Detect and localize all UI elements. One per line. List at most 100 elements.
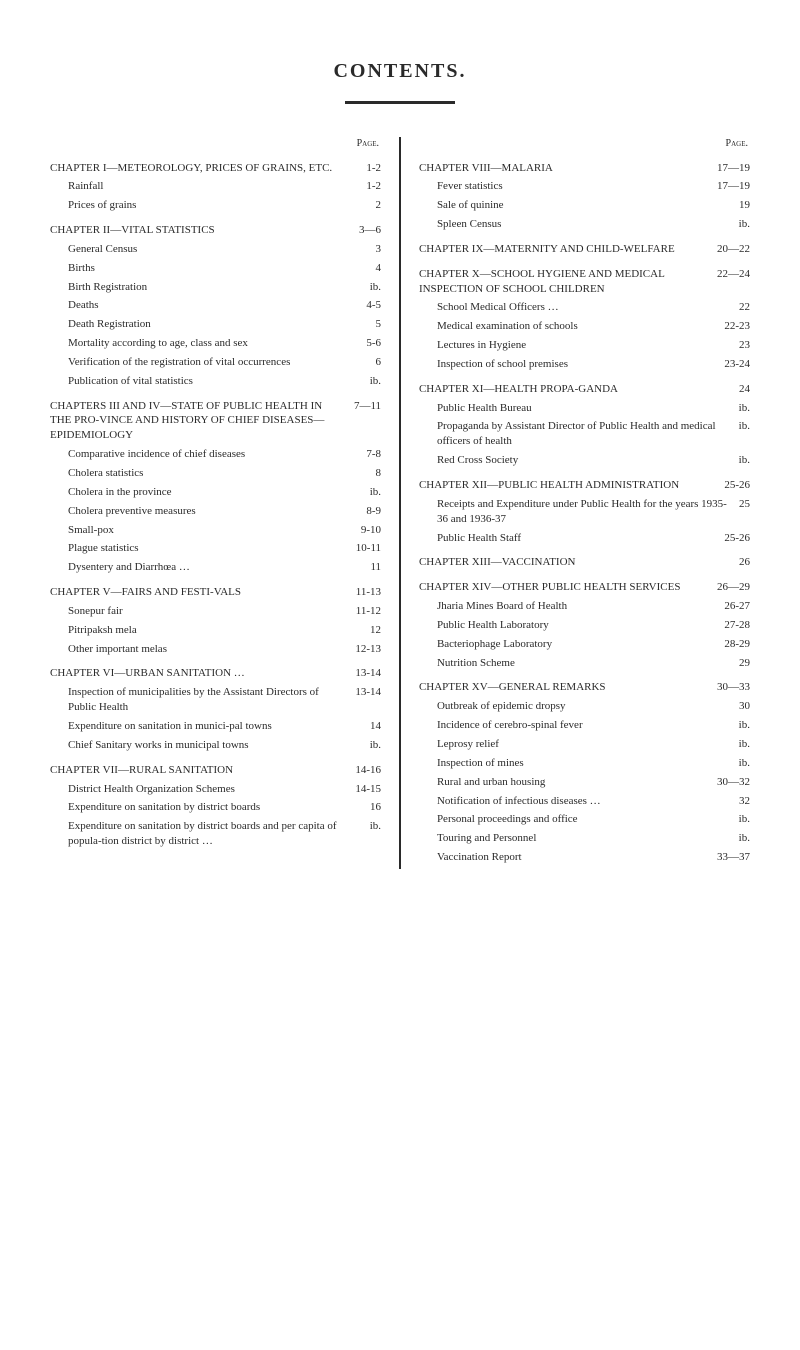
toc-entry: Expenditure on sanitation by district bo… [50,800,381,815]
entry-label: CHAPTERS III AND IV—STATE OF PUBLIC HEAL… [50,399,348,444]
page-title: CONTENTS. [50,60,750,83]
toc-entry: Outbreak of epidemic dropsy30 [419,699,750,714]
entry-page: 5-6 [360,336,381,351]
toc-entry: Vaccination Report33—37 [419,850,750,865]
entry-page: 24 [733,382,750,397]
toc-columns: Page. CHAPTER I—METEOROLOGY, PRICES OF G… [50,137,750,869]
entry-page: ib. [733,756,750,771]
entry-page: 30—32 [711,775,750,790]
entry-label: CHAPTER XI—HEALTH PROPA-GANDA [419,382,733,397]
toc-chapter: CHAPTERS III AND IV—STATE OF PUBLIC HEAL… [50,399,381,444]
toc-entry: Births4 [50,261,381,276]
toc-entry: Sonepur fair11-12 [50,604,381,619]
entry-label: CHAPTER VI—URBAN SANITATION … [50,666,349,681]
entry-page: 25-26 [718,531,750,546]
entry-label: Sale of quinine [437,198,733,213]
entry-label: Jharia Mines Board of Health [437,599,718,614]
entry-page: ib. [733,812,750,827]
entry-page: ib. [733,419,750,434]
toc-entry: Public Health Bureauib. [419,401,750,416]
entry-page: 17—19 [711,179,750,194]
entry-page: ib. [364,374,381,389]
entry-label: Expenditure on sanitation by district bo… [68,800,364,815]
toc-chapter: CHAPTER I—METEOROLOGY, PRICES OF GRAINS,… [50,161,381,176]
entry-page: 12 [364,623,381,638]
toc-chapter: CHAPTER XII—PUBLIC HEALTH ADMINISTRATION… [419,478,750,493]
entry-page: 11-12 [350,604,381,619]
entry-label: Inspection of mines [437,756,733,771]
toc-entry: Nutrition Scheme29 [419,656,750,671]
toc-chapter: CHAPTER IX—MATERNITY AND CHILD-WELFARE20… [419,242,750,257]
entry-label: CHAPTER X—SCHOOL HYGIENE AND MEDICAL INS… [419,267,711,297]
toc-entry: Receipts and Expenditure under Public He… [419,497,750,527]
entry-page: 23 [733,338,750,353]
toc-entry: Fever statistics17—19 [419,179,750,194]
toc-entry: Cholera statistics8 [50,466,381,481]
entry-label: Medical examination of schools [437,319,718,334]
entry-label: Other important melas [68,642,349,657]
left-column: Page. CHAPTER I—METEOROLOGY, PRICES OF G… [50,137,381,869]
entry-page: 27-28 [718,618,750,633]
page-label-right: Page. [419,137,750,151]
toc-entry: Mortality according to age, class and se… [50,336,381,351]
entry-page: 26-27 [718,599,750,614]
entry-label: CHAPTER IX—MATERNITY AND CHILD-WELFARE [419,242,711,257]
page-label-left: Page. [50,137,381,151]
toc-entry: Public Health Staff25-26 [419,531,750,546]
toc-chapter: CHAPTER VIII—MALARIA17—19 [419,161,750,176]
entry-page: 22—24 [711,267,750,282]
toc-chapter: CHAPTER II—VITAL STATISTICS3—6 [50,223,381,238]
entry-page: 14-16 [349,763,381,778]
entry-page: 25 [733,497,750,512]
entry-page: ib. [364,280,381,295]
toc-entry: Jharia Mines Board of Health26-27 [419,599,750,614]
toc-entry: Inspection of minesib. [419,756,750,771]
entry-label: Outbreak of epidemic dropsy [437,699,733,714]
toc-entry: Lectures in Hygiene23 [419,338,750,353]
toc-entry: Bacteriophage Laboratory28-29 [419,637,750,652]
entry-page: ib. [733,453,750,468]
toc-chapter: CHAPTER VI—URBAN SANITATION …13-14 [50,666,381,681]
entry-page: 5 [370,317,382,332]
toc-entry: Birth Registrationib. [50,280,381,295]
entry-page: ib. [733,718,750,733]
toc-chapter: CHAPTER XIV—OTHER PUBLIC HEALTH SERVICES… [419,580,750,595]
entry-label: Incidence of cerebro-spinal fever [437,718,733,733]
entry-page: 3—6 [353,223,381,238]
entry-label: Bacteriophage Laboratory [437,637,718,652]
entry-page: 10-11 [350,541,381,556]
entry-label: Personal proceedings and office [437,812,733,827]
entry-page: ib. [364,819,381,834]
toc-chapter: CHAPTER V—FAIRS AND FESTI-VALS11-13 [50,585,381,600]
entry-label: Verification of the registration of vita… [68,355,370,370]
toc-entry: Rainfall1-2 [50,179,381,194]
entry-label: Lectures in Hygiene [437,338,733,353]
entry-page: 29 [733,656,750,671]
toc-entry: Publication of vital statisticsib. [50,374,381,389]
entry-page: 11 [364,560,381,575]
entry-label: Cholera in the province [68,485,364,500]
entry-page: 20—22 [711,242,750,257]
toc-entry: Dysentery and Diarrhœa …11 [50,560,381,575]
entry-label: Prices of grains [68,198,370,213]
toc-chapter: CHAPTER XIII—VACCINATION26 [419,555,750,570]
entry-page: ib. [733,401,750,416]
toc-chapter: CHAPTER VII—RURAL SANITATION14-16 [50,763,381,778]
entry-label: Notification of infectious diseases … [437,794,733,809]
entry-page: ib. [364,485,381,500]
entry-page: 30—33 [711,680,750,695]
entry-page: 12-13 [349,642,381,657]
entry-page: 23-24 [718,357,750,372]
entry-label: School Medical Officers … [437,300,733,315]
toc-entry: Propaganda by Assistant Director of Publ… [419,419,750,449]
toc-entry: Death Registration5 [50,317,381,332]
toc-entry: Verification of the registration of vita… [50,355,381,370]
entry-page: 7—11 [348,399,381,414]
toc-entry: Personal proceedings and officeib. [419,812,750,827]
entry-page: 13-14 [349,685,381,700]
entry-page: 26 [733,555,750,570]
entry-label: Propaganda by Assistant Director of Publ… [437,419,733,449]
entry-page: ib. [733,217,750,232]
toc-entry: Leprosy reliefib. [419,737,750,752]
entry-page: 9-10 [355,523,381,538]
